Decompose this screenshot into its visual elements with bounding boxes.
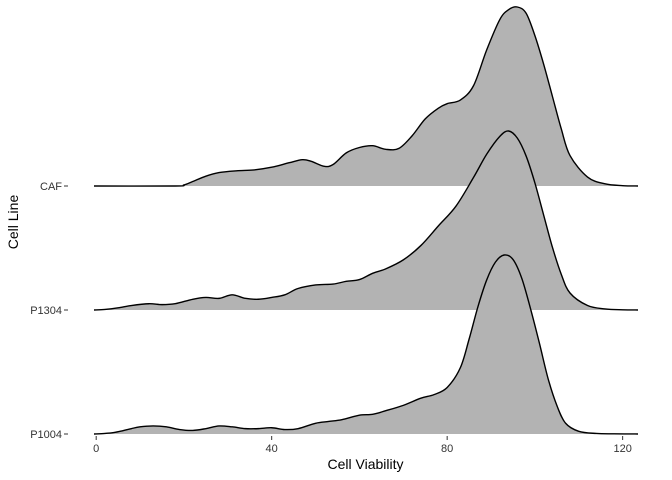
ridge-fill-caf <box>94 6 638 187</box>
x-tick-label-0: 0 <box>93 443 99 455</box>
y-axis-title: Cell Line <box>5 195 21 250</box>
ridge-caf <box>93 6 639 187</box>
y-tick-label-p1004: P1004 <box>30 429 62 441</box>
ridge-p1004 <box>93 254 639 435</box>
ridge-fill-p1004 <box>94 254 638 434</box>
ridge-line-caf <box>93 6 639 187</box>
y-tick-label-caf: CAF <box>40 181 62 193</box>
y-axis: CAF P1304 P1004 <box>30 181 68 441</box>
x-tick-label-120: 120 <box>613 443 631 455</box>
ridge-line-p1304 <box>93 130 639 311</box>
ridge-line-p1004 <box>93 254 639 435</box>
x-axis-title: Cell Viability <box>328 456 404 472</box>
x-axis: 0 40 80 120 <box>93 436 632 455</box>
y-tick-label-p1304: P1304 <box>30 305 62 317</box>
x-tick-label-80: 80 <box>441 443 453 455</box>
x-tick-label-40: 40 <box>266 443 278 455</box>
ridges-layer <box>93 6 639 435</box>
